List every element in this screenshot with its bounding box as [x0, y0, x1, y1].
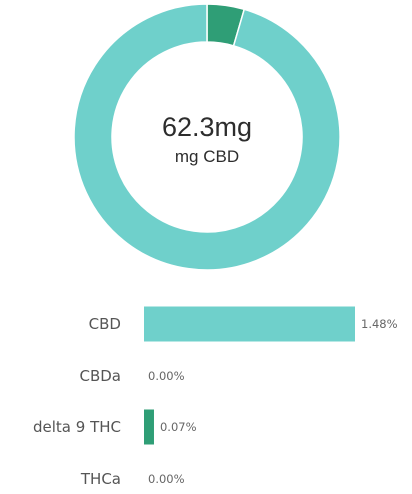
donut-center-value: 62.3mg: [162, 112, 252, 142]
bar-rows: CBD 1.48% CBDa 0.00% delta 9 THC 0.07% THCa 0.0…: [33, 306, 398, 488]
bar-value-cbd: 1.48%: [361, 317, 398, 331]
bar-label-cbda: CBDa: [79, 367, 121, 385]
bar-delta-9-thc: [144, 409, 154, 445]
donut-slice-cbd: [73, 3, 341, 271]
bar-value-delta-9-thc: 0.07%: [160, 420, 197, 434]
cannabinoid-donut-chart: 62.3mg mg CBD: [73, 3, 341, 271]
bar-value-thca: 0.00%: [148, 472, 185, 486]
bar-cbd: [144, 306, 355, 342]
donut-center-label: mg CBD: [175, 147, 239, 166]
cannabinoid-bar-chart: CBD 1.48% CBDa 0.00% delta 9 THC 0.07% THCa 0.0…: [33, 306, 398, 488]
bar-label-cbd: CBD: [89, 315, 121, 333]
bar-value-cbda: 0.00%: [148, 369, 185, 383]
bar-label-thca: THCa: [80, 470, 121, 488]
bar-label-delta-9-thc: delta 9 THC: [33, 418, 121, 436]
donut-slices: [73, 3, 341, 271]
